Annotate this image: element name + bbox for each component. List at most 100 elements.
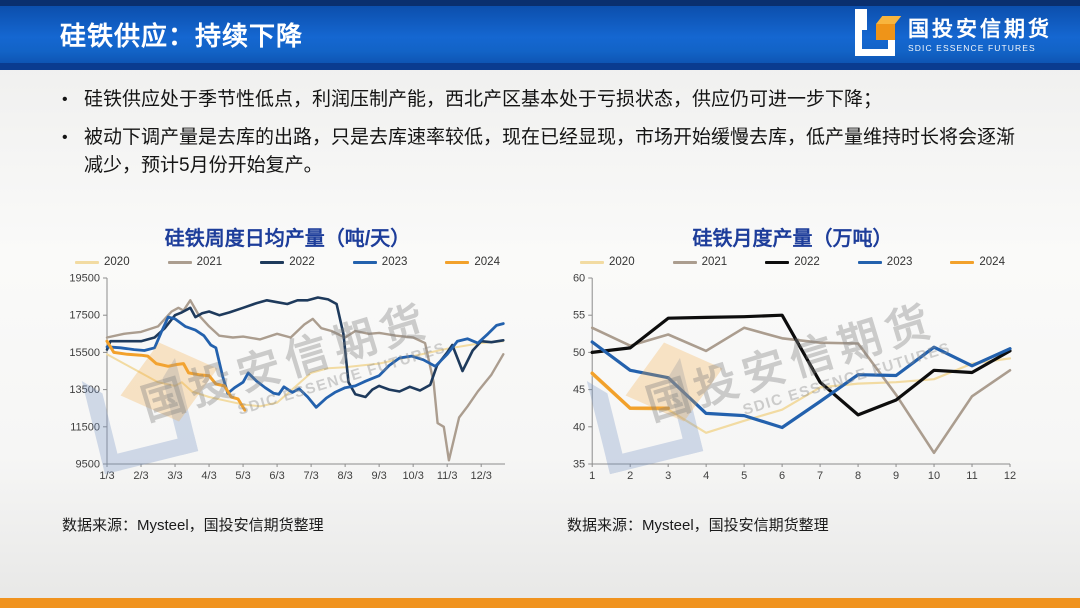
x-axis-label: 2: [627, 470, 633, 482]
legend-label: 2022: [794, 256, 820, 268]
legend-swatch: [857, 260, 882, 264]
x-axis-label: 11: [966, 470, 977, 482]
brand-logo-icon: [853, 9, 902, 58]
legend-label: 2024: [979, 256, 1005, 268]
x-axis-label: 9: [893, 470, 899, 482]
x-axis-label: 6/3: [269, 470, 284, 482]
monthly-output-chart: 硅铁月度产量（万吨） 2020 2021 2022 2023 2024 35 40 45 50…: [565, 222, 1020, 535]
x-axis-label: 9/3: [371, 470, 386, 482]
legend-swatch: [352, 260, 377, 264]
x-axis-label: 10/3: [402, 470, 423, 482]
data-source-note: 数据来源：Mysteel，国投安信期货整理: [567, 517, 829, 534]
legend-item-2021: 2021: [167, 256, 223, 268]
x-axis-label: 12: [1004, 470, 1016, 482]
x-axis-label: 12/3: [470, 470, 491, 482]
series-line-2021: [105, 299, 505, 462]
series-line-2020: [106, 340, 505, 408]
legend-label: 2023: [886, 256, 913, 268]
footer-accent-bar: [0, 598, 1080, 608]
chart-legend: 2020 2021 2022 2023 2024: [60, 256, 515, 268]
header-top-strip: [0, 0, 1080, 6]
header-bar: 硅铁供应：持续下降 国投安信期货 SDIC ESSENCE FUTURES: [0, 6, 1080, 63]
x-axis-label: 8/3: [337, 470, 352, 482]
data-source-note: 数据来源：Mysteel，国投安信期货整理: [62, 517, 324, 534]
y-axis-label: 40: [573, 421, 585, 433]
legend-item-2023: 2023: [857, 256, 913, 268]
x-axis-label: 3/3: [167, 470, 182, 482]
legend-item-2024: 2024: [950, 256, 1005, 268]
legend-item-2023: 2023: [352, 256, 408, 268]
series-line-2021: [590, 326, 1012, 455]
bullet-text: 被动下调产量是去库的出路，只是去库速率较低，现在已经显现，市场开始缓慢去库，低产…: [84, 126, 1016, 177]
header-bottom-strip: [0, 63, 1080, 70]
x-axis-label: 2/3: [133, 470, 148, 482]
legend-label: 2023: [381, 256, 408, 268]
x-axis-label: 11/3: [437, 470, 458, 482]
series-line-2023: [105, 315, 505, 409]
brand-name: 国投安信期货 SDIC ESSENCE FUTURES: [908, 18, 1052, 54]
chart-plot-area: 35 40 45 50 55 60 1 2 3 4 5 6 7 8 9 10 11 12 国投安信期货 SDIC …: [565, 270, 1020, 488]
y-axis-label: 15500: [69, 347, 100, 359]
series-line-2024: [590, 371, 670, 410]
legend-item-2021: 2021: [672, 256, 728, 268]
x-axis-label: 8: [855, 470, 861, 482]
logo-cube-shape: [876, 16, 902, 24]
legend-swatch: [260, 260, 285, 264]
legend-swatch: [445, 260, 470, 264]
chart-title: 硅铁月度产量（万吨）: [692, 228, 893, 250]
y-axis-label: 11500: [70, 421, 100, 433]
bullet-list: • 硅铁供应处于季节性低点，利润压制产能，西北产区基本处于亏损状态，供应仍可进一…: [0, 86, 1080, 190]
legend-swatch: [75, 260, 100, 264]
y-axis-label: 19500: [69, 273, 100, 285]
legend-swatch: [167, 260, 192, 264]
x-axis-label: 4: [703, 470, 709, 482]
x-axis-label: 10: [928, 470, 940, 482]
y-axis-label: 45: [573, 384, 585, 396]
x-axis-label: 5: [741, 470, 747, 482]
charts-row: 硅铁周度日均产量（吨/天） 2020 2021 2022 2023 2024 9500 1…: [0, 222, 1080, 535]
y-axis-label: 9500: [76, 459, 100, 471]
y-axis-label: 50: [573, 347, 585, 359]
legend-swatch: [950, 260, 975, 264]
brand-name-en: SDIC ESSENCE FUTURES: [908, 43, 1036, 54]
y-axis-label: 17500: [69, 310, 100, 322]
legend-swatch: [672, 260, 697, 264]
x-axis-label: 7: [817, 470, 823, 482]
y-axis-label: 13500: [69, 384, 100, 396]
legend-label: 2024: [474, 256, 500, 268]
bullet-item: • 硅铁供应处于季节性低点，利润压制产能，西北产区基本处于亏损状态，供应仍可进一…: [62, 86, 1018, 115]
legend-label: 2020: [609, 256, 635, 268]
logo-cube-shape: [876, 24, 895, 40]
legend-label: 2021: [196, 256, 223, 268]
x-axis-label: 6: [779, 470, 785, 482]
x-axis-label: 5/3: [235, 470, 250, 482]
bullet-dot: •: [62, 128, 68, 146]
x-axis-label: 7/3: [303, 470, 318, 482]
series-line-2024: [105, 339, 247, 412]
bullet-item: • 被动下调产量是去库的出路，只是去库速率较低，现在已经显现，市场开始缓慢去库，…: [62, 124, 1018, 181]
y-axis-label: 35: [573, 459, 585, 471]
series-line-2022: [590, 313, 1012, 417]
bullet-text: 硅铁供应处于季节性低点，利润压制产能，西北产区基本处于亏损状态，供应仍可进一步下…: [84, 89, 883, 110]
weekly-output-chart: 硅铁周度日均产量（吨/天） 2020 2021 2022 2023 2024 9500 1…: [60, 222, 515, 535]
legend-label: 2021: [701, 256, 728, 268]
legend-swatch: [580, 260, 605, 264]
chart-legend: 2020 2021 2022 2023 2024: [565, 256, 1020, 268]
x-axis-label: 3: [665, 470, 671, 482]
legend-item-2020: 2020: [580, 256, 635, 268]
x-axis-label: 4/3: [201, 470, 216, 482]
chart-plot-area: 9500 11500 13500 15500 17500 19500 1/3 2/3 3/3 4/…: [60, 270, 515, 488]
page-title: 硅铁供应：持续下降: [60, 21, 304, 51]
legend-label: 2020: [104, 256, 130, 268]
x-axis-label: 1: [589, 470, 595, 482]
line-chart-svg: 9500 11500 13500 15500 17500 19500 1/3 2/3 3/3 4/…: [69, 273, 505, 482]
brand-logo: 国投安信期货 SDIC ESSENCE FUTURES: [853, 9, 1052, 58]
legend-swatch: [765, 260, 790, 264]
x-axis-label: 1/3: [99, 470, 114, 482]
brand-name-cn: 国投安信期货: [908, 18, 1052, 42]
bullet-dot: •: [62, 91, 68, 108]
series-line-2022: [105, 296, 505, 399]
legend-item-2024: 2024: [445, 256, 500, 268]
chart-title: 硅铁周度日均产量（吨/天）: [164, 228, 411, 250]
